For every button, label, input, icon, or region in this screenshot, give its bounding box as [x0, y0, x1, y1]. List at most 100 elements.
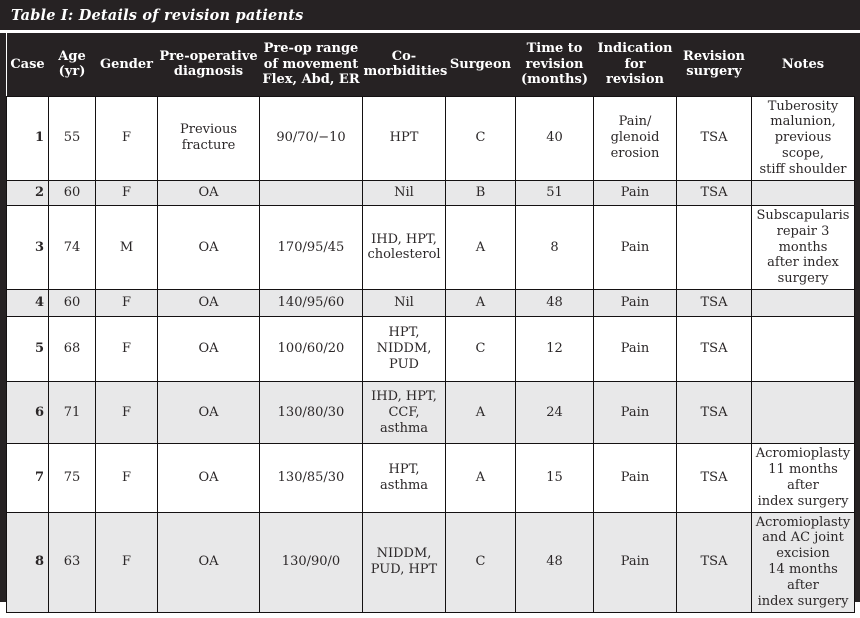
cell-surgeon: A: [445, 204, 516, 291]
cell-preop-diagnosis: OA: [157, 289, 260, 318]
cell-age: 74: [48, 204, 96, 291]
cell-age: 63: [48, 511, 96, 613]
cell-notes: Tuberosity malunion, previous scope, sti…: [751, 95, 855, 181]
cell-surgeon: C: [445, 511, 516, 613]
cell-revision-surgery: TSA: [676, 289, 752, 318]
cell-case: 4: [6, 289, 49, 318]
cell-revision-surgery: TSA: [676, 443, 752, 513]
cell-revision-surgery: TSA: [676, 316, 752, 383]
cell-indication-for-revision: Pain: [593, 381, 677, 445]
cell-preop-diagnosis: OA: [157, 179, 260, 206]
table-row: 8 63 F OA 130/90/0 NIDDM, PUD, HPT C 48 Pain TSA A…: [6, 511, 855, 613]
revision-patients-table: Case Age (yr) Gender Pre-operative diagn…: [6, 33, 855, 613]
cell-gender: F: [95, 179, 158, 206]
table-title: Table I: Details of revision patients: [11, 6, 304, 24]
cell-surgeon: C: [445, 316, 516, 383]
cell-gender: F: [95, 289, 158, 318]
header-case: Case: [6, 33, 49, 96]
cell-gender: F: [95, 95, 158, 181]
cell-case: 3: [6, 204, 49, 291]
cell-gender: F: [95, 381, 158, 445]
table-row: 1 55 F Previous fracture 90/70/−10 HPT C 40 Pain…: [6, 95, 855, 181]
cell-case: 6: [6, 381, 49, 445]
cell-notes: Acromioplasty and AC joint excision 14 m…: [751, 511, 855, 613]
cell-preop-diagnosis: OA: [157, 511, 260, 613]
cell-preop-range-of-movement: 90/70/−10: [259, 95, 363, 181]
cell-age: 55: [48, 95, 96, 181]
cell-time-to-revision: 51: [515, 179, 594, 206]
table-container: Case Age (yr) Gender Pre-operative diagn…: [0, 33, 860, 618]
cell-preop-diagnosis: OA: [157, 204, 260, 291]
header-revision-surgery: Revision surgery: [676, 33, 752, 96]
cell-case: 2: [6, 179, 49, 206]
cell-age: 60: [48, 289, 96, 318]
cell-preop-range-of-movement: [259, 179, 363, 206]
header-time-to-revision: Time to revision (months): [515, 33, 594, 96]
table-row: 3 74 M OA 170/95/45 IHD, HPT, cholesterol A 8 Pa…: [6, 204, 855, 291]
cell-case: 1: [6, 95, 49, 181]
cell-preop-range-of-movement: 130/80/30: [259, 381, 363, 445]
cell-time-to-revision: 48: [515, 289, 594, 318]
cell-indication-for-revision: Pain: [593, 316, 677, 383]
cell-time-to-revision: 8: [515, 204, 594, 291]
header-notes: Notes: [751, 33, 855, 96]
cell-gender: M: [95, 204, 158, 291]
cell-surgeon: A: [445, 443, 516, 513]
header-comorbidities: Co- morbidities: [362, 33, 447, 96]
cell-notes: [751, 289, 855, 318]
cell-time-to-revision: 12: [515, 316, 594, 383]
cell-revision-surgery: TSA: [676, 95, 752, 181]
cell-preop-diagnosis: OA: [157, 443, 260, 513]
cell-case: 5: [6, 316, 49, 383]
cell-comorbidities: HPT: [362, 95, 446, 181]
header-gender: Gender: [95, 33, 158, 96]
cell-time-to-revision: 15: [515, 443, 594, 513]
header-preop-diagnosis: Pre-operative diagnosis: [157, 33, 260, 96]
cell-comorbidities: IHD, HPT, CCF, asthma: [362, 381, 446, 445]
cell-indication-for-revision: Pain: [593, 443, 677, 513]
table-row: 4 60 F OA 140/95/60 Nil A 48 Pain TSA: [6, 289, 855, 318]
cell-revision-surgery: TSA: [676, 381, 752, 445]
cell-notes: [751, 316, 855, 383]
header-surgeon: Surgeon: [445, 33, 516, 96]
cell-comorbidities: Nil: [362, 179, 446, 206]
cell-revision-surgery: [676, 204, 752, 291]
table-row: 6 71 F OA 130/80/30 IHD, HPT, CCF, asthma A 24 P…: [6, 381, 855, 445]
cell-indication-for-revision: Pain/ glenoid erosion: [593, 95, 677, 181]
header-indication: Indication for revision: [593, 33, 677, 96]
cell-time-to-revision: 40: [515, 95, 594, 181]
cell-preop-diagnosis: OA: [157, 381, 260, 445]
cell-revision-surgery: TSA: [676, 179, 752, 206]
cell-gender: F: [95, 316, 158, 383]
cell-gender: F: [95, 443, 158, 513]
table-row: 2 60 F OA Nil B 51 Pain TSA: [6, 179, 855, 206]
cell-revision-surgery: TSA: [676, 511, 752, 613]
table-body: 1 55 F Previous fracture 90/70/−10 HPT C 40 Pain…: [6, 95, 855, 613]
cell-notes: [751, 179, 855, 206]
cell-age: 75: [48, 443, 96, 513]
cell-preop-range-of-movement: 140/95/60: [259, 289, 363, 318]
cell-comorbidities: IHD, HPT, cholesterol: [362, 204, 446, 291]
cell-age: 60: [48, 179, 96, 206]
cell-preop-range-of-movement: 130/90/0: [259, 511, 363, 613]
cell-surgeon: A: [445, 381, 516, 445]
cell-indication-for-revision: Pain: [593, 511, 677, 613]
cell-indication-for-revision: Pain: [593, 179, 677, 206]
cell-notes: [751, 381, 855, 445]
cell-time-to-revision: 48: [515, 511, 594, 613]
cell-time-to-revision: 24: [515, 381, 594, 445]
table-header: Case Age (yr) Gender Pre-operative diagn…: [6, 33, 855, 96]
cell-case: 8: [6, 511, 49, 613]
cell-preop-diagnosis: OA: [157, 316, 260, 383]
cell-preop-range-of-movement: 170/95/45: [259, 204, 363, 291]
header-row: Case Age (yr) Gender Pre-operative diagn…: [6, 33, 855, 96]
table-row: 5 68 F OA 100/60/20 HPT, NIDDM, PUD C 12 Pain TSA: [6, 316, 855, 383]
cell-gender: F: [95, 511, 158, 613]
cell-surgeon: B: [445, 179, 516, 206]
cell-notes: Acromioplasty 11 months after index surg…: [751, 443, 855, 513]
cell-comorbidities: Nil: [362, 289, 446, 318]
cell-comorbidities: HPT, NIDDM, PUD: [362, 316, 446, 383]
cell-age: 68: [48, 316, 96, 383]
cell-preop-range-of-movement: 130/85/30: [259, 443, 363, 513]
